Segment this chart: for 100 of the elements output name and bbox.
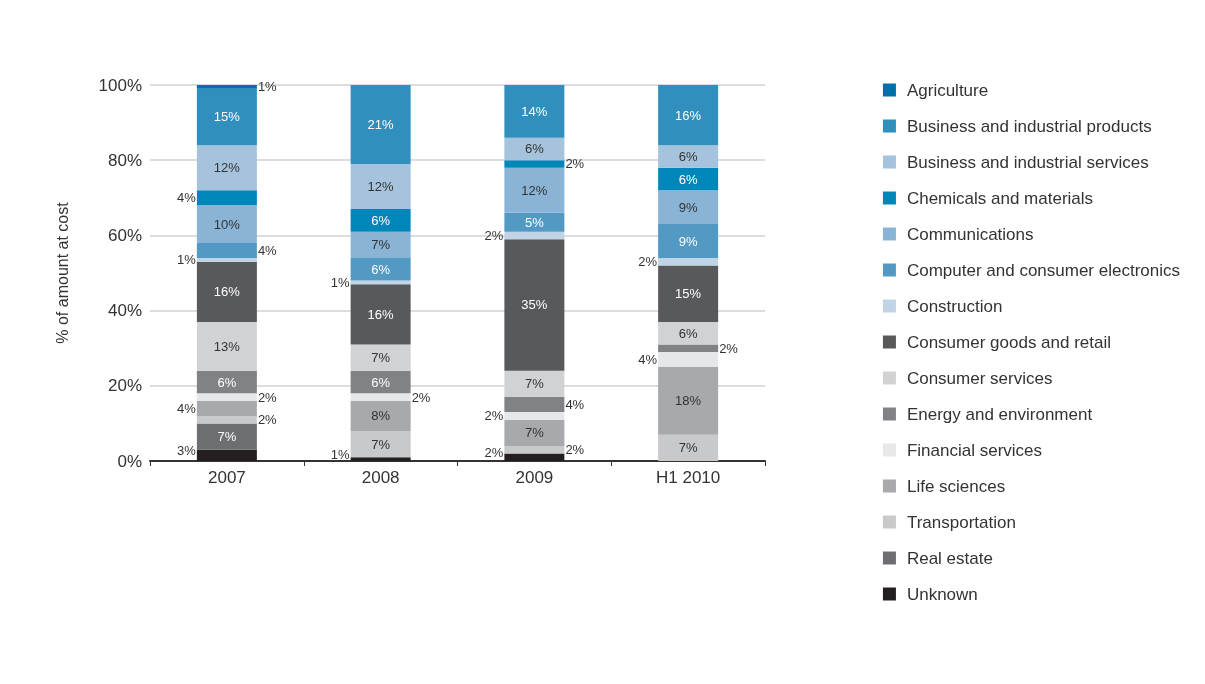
- legend-label: Financial services: [906, 440, 1043, 460]
- bar: [196, 190, 257, 206]
- bar: [196, 205, 257, 243]
- data-label: 14%: [521, 103, 548, 119]
- data-label: 6%: [678, 148, 698, 164]
- bar: [350, 257, 411, 281]
- data-label: 4%: [257, 242, 278, 258]
- x-tick-label: 2007: [207, 468, 246, 487]
- bar: [196, 400, 257, 416]
- bar: [504, 160, 565, 168]
- bar: [658, 190, 719, 225]
- data-label: 7%: [678, 440, 698, 456]
- bar: [658, 257, 719, 266]
- y-tick-label: 80%: [107, 150, 142, 170]
- x-tick-label: 2009: [515, 468, 554, 487]
- bar: [504, 419, 565, 446]
- data-label: 12%: [521, 182, 548, 198]
- data-label: 2%: [719, 340, 739, 356]
- bar: [504, 85, 565, 138]
- data-label: 7%: [217, 429, 237, 445]
- legend-label: Consumer goods and retail: [906, 332, 1112, 352]
- y-tick-label: 60%: [107, 225, 142, 245]
- data-label: 6%: [678, 171, 698, 187]
- legend-label: Construction: [906, 296, 1003, 316]
- data-label: 16%: [675, 107, 702, 123]
- bar: [350, 400, 411, 431]
- data-label: 2%: [484, 227, 504, 243]
- bar: [504, 239, 565, 371]
- bar: [196, 321, 257, 371]
- data-label: 1%: [330, 446, 351, 462]
- bar: [350, 163, 411, 210]
- bar: [504, 167, 565, 213]
- data-label: 2%: [484, 408, 504, 424]
- data-label: 2%: [257, 389, 278, 405]
- data-label: 7%: [371, 436, 391, 452]
- bar: [658, 265, 719, 322]
- y-tick-label: 40%: [107, 301, 142, 321]
- data-label: 10%: [213, 216, 241, 232]
- data-label: 16%: [367, 306, 395, 322]
- data-label: 6%: [217, 374, 237, 390]
- bar: [196, 145, 257, 191]
- bar: [658, 344, 719, 352]
- x-tick-label: 2008: [361, 468, 400, 487]
- data-label: 16%: [213, 284, 241, 300]
- bar: [658, 145, 719, 168]
- bar: [350, 85, 411, 164]
- y-tick-label: 20%: [107, 376, 142, 396]
- legend-label: Consumer services: [906, 368, 1053, 388]
- bar: [196, 257, 257, 262]
- data-label: 18%: [675, 393, 702, 409]
- data-label: 6%: [371, 261, 391, 277]
- data-label: 4%: [177, 190, 197, 206]
- bar: [196, 449, 257, 461]
- bar: [196, 393, 257, 401]
- data-label: 6%: [371, 212, 391, 228]
- bar: [350, 430, 411, 458]
- bar: [196, 242, 257, 258]
- bar: [196, 88, 257, 146]
- bar: [350, 344, 411, 371]
- legend-label: Life sciences: [906, 476, 1006, 496]
- y-tick-label: 100%: [98, 75, 142, 95]
- bar: [504, 231, 565, 240]
- data-label: 15%: [675, 286, 702, 302]
- legend-label: Business and industrial services: [906, 152, 1149, 172]
- legend-label: Communications: [906, 224, 1034, 244]
- bar: [504, 412, 565, 420]
- data-label: 2%: [638, 254, 658, 270]
- data-label: 9%: [678, 233, 698, 249]
- legend-label: Computer and consumer electronics: [906, 260, 1181, 280]
- data-label: 3%: [177, 442, 197, 458]
- bar: [504, 212, 565, 232]
- legend-label: Unknown: [906, 584, 978, 604]
- data-label: 6%: [678, 325, 698, 341]
- data-label: 6%: [524, 141, 545, 157]
- data-label: 1%: [257, 79, 278, 95]
- bar: [658, 434, 719, 461]
- legend-label: Transportation: [906, 512, 1016, 532]
- x-tick-label: H1 2010: [655, 468, 721, 487]
- legend-label: Agriculture: [906, 80, 989, 100]
- data-label: 13%: [213, 338, 241, 354]
- data-label: 1%: [177, 252, 197, 268]
- bar: [504, 445, 565, 454]
- bar: [350, 231, 411, 258]
- data-label: 4%: [638, 351, 658, 367]
- bar: [658, 367, 719, 435]
- y-tick-label: 0%: [117, 451, 142, 471]
- data-label: 21%: [367, 116, 395, 132]
- data-label: 12%: [367, 179, 395, 195]
- bar: [350, 393, 411, 401]
- data-label: 12%: [213, 160, 241, 176]
- bar: [658, 224, 719, 258]
- y-axis-title: % of amount at cost: [53, 201, 71, 344]
- data-label: 2%: [484, 444, 504, 460]
- legend-label: Real estate: [906, 548, 993, 568]
- data-label: 4%: [565, 397, 585, 413]
- data-label: 7%: [371, 350, 391, 366]
- bar: [350, 457, 411, 461]
- data-label: 6%: [371, 374, 391, 390]
- data-label: 15%: [213, 109, 241, 125]
- data-label: 5%: [524, 214, 545, 230]
